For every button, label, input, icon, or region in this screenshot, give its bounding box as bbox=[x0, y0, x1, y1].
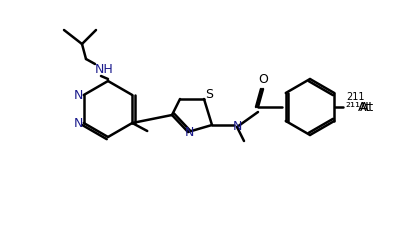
Text: 211: 211 bbox=[346, 92, 364, 102]
Text: N: N bbox=[184, 127, 194, 140]
Text: O: O bbox=[258, 73, 268, 86]
Text: N: N bbox=[74, 117, 84, 129]
Text: N: N bbox=[74, 88, 84, 101]
Text: At: At bbox=[358, 100, 371, 114]
Text: N: N bbox=[232, 120, 242, 133]
Text: ²¹¹At: ²¹¹At bbox=[346, 100, 374, 114]
Text: S: S bbox=[205, 87, 213, 100]
Text: NH: NH bbox=[95, 63, 113, 76]
